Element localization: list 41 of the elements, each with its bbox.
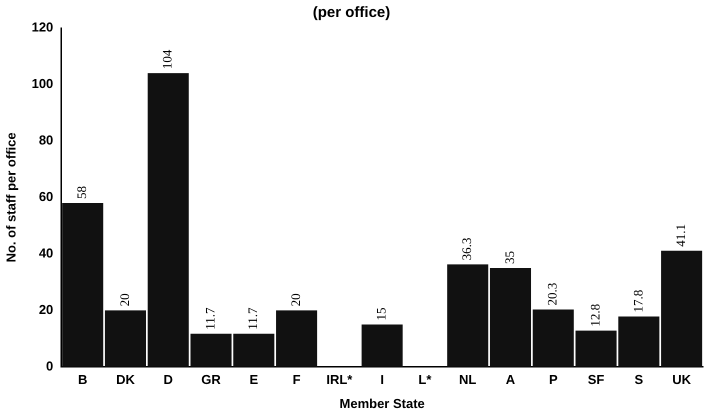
bar xyxy=(447,264,488,367)
x-tick-label: SF xyxy=(588,372,604,388)
x-tick-label: DK xyxy=(116,372,136,388)
x-tick-label: IRL* xyxy=(326,372,354,388)
x-tick-label: B xyxy=(78,372,88,388)
x-axis-title: Member State xyxy=(340,396,425,411)
data-label: 12.8 xyxy=(587,304,602,327)
data-label: 20 xyxy=(116,293,132,306)
x-tick-label: E xyxy=(249,372,258,388)
data-label: 11.7 xyxy=(245,307,260,330)
y-tick-label: 40 xyxy=(38,245,54,260)
data-label: 36.3 xyxy=(459,238,474,260)
x-tick-label: GR xyxy=(201,372,222,388)
x-tick-label: P xyxy=(548,372,558,388)
data-label: 58 xyxy=(74,186,90,200)
x-tick-label: I xyxy=(380,372,384,388)
data-label: 17.8 xyxy=(630,290,646,313)
x-tick-label: F xyxy=(292,372,301,388)
y-tick-label: 60 xyxy=(38,188,54,204)
bar xyxy=(62,203,104,367)
x-tick-label: S xyxy=(634,372,644,388)
data-label: 35 xyxy=(502,250,517,264)
data-label: 104 xyxy=(160,49,175,70)
data-label: 41.1 xyxy=(673,224,688,247)
y-tick-label: 0 xyxy=(46,358,54,374)
y-tick-label: 80 xyxy=(38,132,54,148)
bar xyxy=(362,324,403,367)
x-tick-label: UK xyxy=(672,372,692,388)
data-label: 20 xyxy=(288,293,304,306)
y-tick-label: 120 xyxy=(32,20,54,35)
x-tick-label: NL xyxy=(459,372,476,388)
y-axis-title: No. of staff per office xyxy=(3,132,18,262)
x-tick-label: A xyxy=(506,372,516,388)
chart-title: (per office) xyxy=(312,4,390,22)
x-tick-label: D xyxy=(164,372,173,388)
x-tick-label: L* xyxy=(418,372,432,388)
data-label: 15 xyxy=(374,307,389,320)
y-tick-label: 100 xyxy=(32,76,54,92)
data-label: 20.3 xyxy=(544,282,560,306)
y-tick-label: 20 xyxy=(38,302,54,317)
data-label: 11.7 xyxy=(202,307,218,330)
